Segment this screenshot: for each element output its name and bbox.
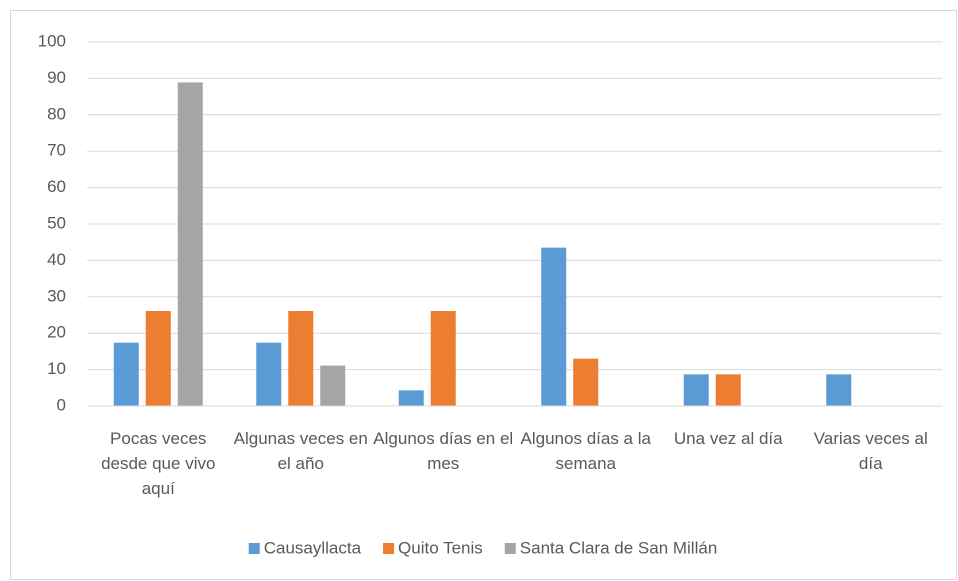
legend-label: Quito Tenis (398, 538, 483, 557)
bar (177, 82, 203, 407)
y-tick-label: 20 (47, 323, 66, 342)
bar (256, 342, 282, 406)
y-tick-label: 10 (47, 359, 66, 378)
x-tick-label: Una vez al día (674, 429, 783, 448)
legend-swatch (504, 543, 516, 554)
x-tick-label: Algunos días a la semana (521, 429, 652, 473)
bar (288, 310, 314, 406)
x-tick-label: Pocas veces desde que vivo aquí (101, 429, 215, 498)
bar (320, 365, 346, 406)
y-tick-label: 0 (57, 395, 66, 414)
chart-frame (10, 10, 957, 580)
bar (113, 342, 139, 406)
bar (145, 310, 171, 406)
y-tick-label: 50 (47, 213, 66, 232)
bar (715, 374, 741, 406)
legend-swatch (248, 543, 260, 554)
bar (398, 390, 424, 406)
legend-label: Causayllacta (264, 538, 362, 557)
bar (573, 358, 599, 406)
bar (430, 310, 456, 406)
x-tick-label: Varias veces al día (814, 429, 928, 473)
x-tick-label: Algunos días en el mes (373, 429, 513, 473)
bar (826, 374, 852, 406)
bar (683, 374, 709, 406)
y-tick-label: 30 (47, 286, 66, 305)
y-tick-label: 70 (47, 141, 66, 160)
y-tick-label: 60 (47, 177, 66, 196)
y-tick-label: 80 (47, 104, 66, 123)
legend: Causayllacta Quito Tenis Santa Clara de Sa… (248, 538, 718, 557)
legend-swatch (383, 543, 395, 554)
y-tick-label: 100 (38, 31, 66, 50)
x-tick-label: Algunas veces en el año (234, 429, 368, 473)
y-tick-label: 40 (47, 250, 66, 269)
bar (541, 247, 567, 406)
y-tick-label: 90 (47, 68, 66, 87)
legend-label: Santa Clara de San Millán (520, 538, 718, 557)
